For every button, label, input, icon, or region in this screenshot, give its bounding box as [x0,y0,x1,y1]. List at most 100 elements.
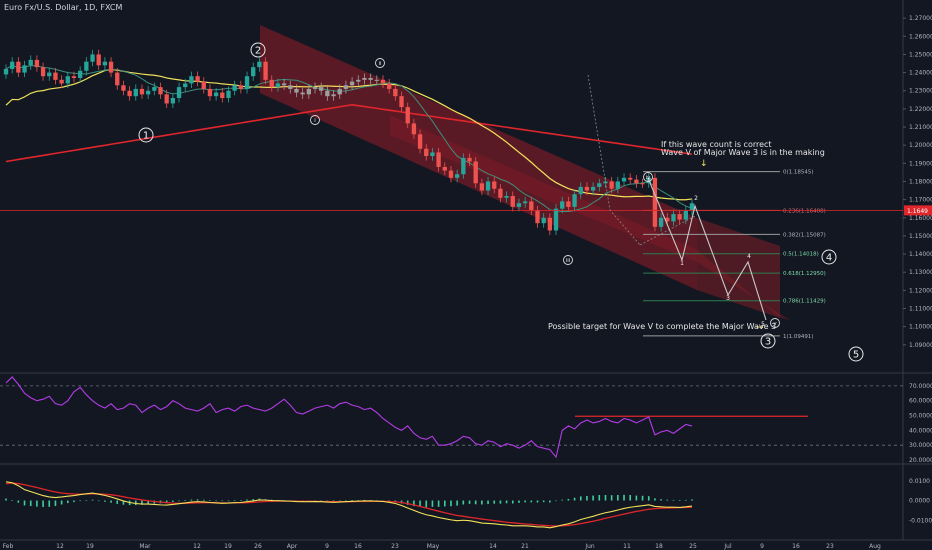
candle-body [572,194,577,207]
candle-body [560,201,565,209]
projection-dashed [587,74,641,246]
macd-histogram-bar [542,500,545,503]
macd-histogram-bar [419,500,421,507]
wave-label-circle [563,255,573,265]
macd-tick-label: -0.0100 [909,517,932,524]
moving-average-200 [5,103,693,163]
macd-histogram-bar [240,500,242,501]
wave-label: 3 [765,337,771,348]
macd-histogram-bar [450,500,452,507]
macd-histogram-bar [104,500,106,502]
candle-body [213,92,219,97]
price-tick-label: 1.15000 [909,233,932,240]
macd-histogram-bar [134,500,137,506]
candle-body [553,208,559,231]
candle-body [448,170,454,178]
candle-body [621,177,627,182]
macd-line [5,481,693,529]
macd-histogram-bar [345,500,347,502]
candle-body [53,72,58,80]
candles [3,49,695,235]
candle-body [658,217,664,227]
macd-histogram-bar [332,500,335,502]
macd-histogram-bar [406,500,409,505]
candle-body [640,183,645,185]
macd-histogram-bar [678,500,681,501]
wave-label: 1 [143,131,149,142]
candle-body [28,59,33,66]
rsi-tick-label: 70.0000 [909,383,932,390]
candle-body [220,92,225,98]
time-tick-label: 21 [521,543,529,550]
candle-body [424,148,429,157]
candle-body [584,186,590,191]
macd-histogram-bar [196,499,199,501]
time-tick-label: 9 [325,543,329,550]
price-tick-label: 1.22000 [909,106,932,113]
candle-body [77,70,83,79]
candle-body [244,76,250,89]
candle-body [71,76,77,79]
candle-body [492,181,497,189]
candle-body [541,217,546,224]
candle-body [683,210,688,220]
rsi-line [5,376,693,459]
fib-level-label: 0(1.18545) [783,170,814,176]
candle-body [405,107,410,124]
wave-label: 4 [826,253,832,264]
time-tick-label: 23 [826,543,834,550]
wave-note-line2: Wave V of Major Wave 3 is in the making [661,148,825,157]
macd-histogram-bar [573,497,576,501]
macd-histogram-bar [499,500,502,504]
macd-histogram-bar [474,500,477,505]
macd-tick-label: 0.0000 [909,498,930,505]
macd-histogram-bar [549,500,551,503]
candle-body [597,183,602,187]
macd-histogram-bar [233,500,236,501]
candle-body [578,186,583,195]
candle-body [164,94,169,104]
candle-body [337,88,342,95]
candle-body [251,67,256,77]
price-tag-box [904,205,932,216]
candle-body [529,201,534,211]
candle-body [108,61,114,73]
candle-body [90,54,95,62]
macd-histogram-bar [60,500,63,505]
time-tick-label: 16 [354,543,362,550]
price-tick-label: 1.25000 [909,51,932,58]
candle-body [510,195,515,207]
candle-body [263,61,268,80]
price-tick-label: 1.09000 [909,342,932,349]
candle-body [325,90,330,97]
fib-level-label: 0.618(1.12950) [783,271,826,277]
wave-label-circle [848,346,864,362]
macd-histogram-bar [617,495,619,501]
candle-body [281,83,287,86]
time-tick-label: 16 [792,543,800,550]
macd-histogram-bar [511,500,514,504]
candle-body [300,92,305,95]
fib-level-label: 0.236(1.16408) [783,208,826,214]
macd-histogram-bar [357,500,360,501]
rsi-tick-label: 20.0000 [909,457,932,464]
candle-body [566,201,571,207]
macd-histogram-bar [79,500,81,502]
macd-histogram-bar [54,500,57,507]
candle-body [115,72,120,86]
candle-body [238,85,244,89]
wave-label: ii [378,61,382,67]
price-tick-label: 1.20000 [909,142,932,149]
price-tick-label: 1.18000 [909,178,932,185]
candle-body [535,210,540,224]
candle-body [615,181,621,189]
wave-label: iv [646,175,652,181]
price-tick-label: 1.10000 [909,324,932,331]
wave-label-circle [310,115,320,125]
candle-body [294,88,299,93]
wave-label-circle [375,58,385,68]
candle-body [436,152,441,167]
macd-histogram-bar [672,499,675,501]
macd-histogram-bar [654,498,656,501]
